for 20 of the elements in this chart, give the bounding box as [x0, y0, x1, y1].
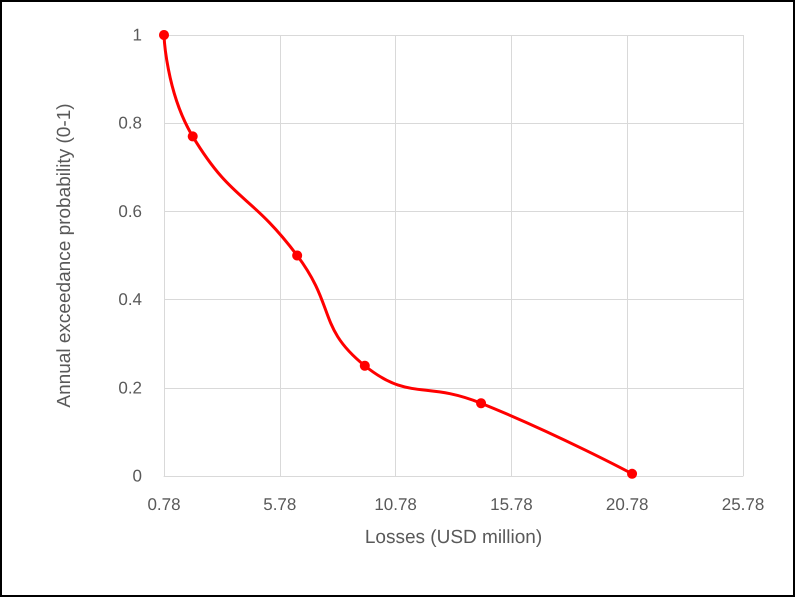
point — [476, 398, 486, 408]
x-tick-label: 20.78 — [606, 495, 648, 514]
y-tick-label: 0.4 — [118, 290, 142, 310]
x-axis-title: Losses (USD million) — [364, 527, 542, 548]
x-tick-label: 5.78 — [263, 495, 296, 514]
point — [188, 131, 198, 142]
point — [159, 30, 169, 40]
x-tick-label: 25.78 — [722, 495, 764, 514]
y-tick-label: 0.8 — [118, 114, 142, 133]
point — [292, 250, 302, 260]
x-tick-label: 15.78 — [490, 495, 533, 514]
y-tick-label: 0.6 — [118, 202, 142, 221]
y-axis-title: Annual exceedance probability (0-1) — [54, 103, 75, 408]
x-tick-label: 10.78 — [374, 495, 417, 514]
y-tick-label: 1 — [132, 26, 142, 44]
point — [627, 468, 638, 479]
y-tick-label: 0 — [132, 466, 142, 486]
y-tick-label: 0.2 — [118, 378, 142, 398]
x-tick-label: 0.78 — [147, 495, 181, 514]
point — [360, 360, 370, 371]
